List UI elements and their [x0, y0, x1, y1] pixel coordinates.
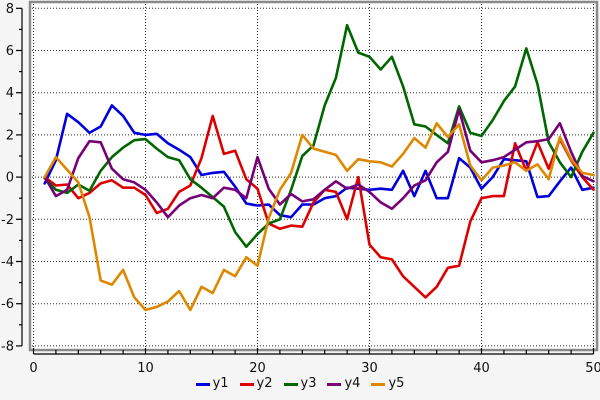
- plot-area: [28, 0, 599, 352]
- legend-swatch-y2: [239, 382, 254, 386]
- series-line-y1: [43, 104, 595, 219]
- legend-item-y1: y1: [195, 376, 229, 391]
- legend-swatch-y4: [327, 382, 342, 386]
- y-tick-label: -4: [1, 255, 14, 270]
- legend-label-y5: y5: [388, 376, 405, 391]
- y-tick-label: 8: [6, 2, 14, 17]
- series-line-y5: [43, 122, 595, 312]
- series-line-y4: [43, 108, 595, 219]
- y-tick-label: -2: [1, 213, 14, 228]
- legend-item-y2: y2: [239, 376, 273, 391]
- legend-swatch-y1: [195, 382, 210, 386]
- y-tick-label: 4: [6, 86, 14, 101]
- legend-swatch-y5: [371, 382, 386, 386]
- x-tick-label: 50: [585, 361, 600, 376]
- legend-label-y3: y3: [300, 376, 317, 391]
- legend-label-y2: y2: [256, 376, 273, 391]
- x-tick-label: 30: [361, 361, 378, 376]
- legend-item-y4: y4: [327, 377, 360, 391]
- legend-label-y1: y1: [212, 376, 229, 391]
- y-tick-label: 6: [6, 44, 14, 59]
- y-tick-label: -8: [1, 339, 14, 354]
- x-tick-label: 40: [473, 361, 490, 376]
- legend-label-y4: y4: [344, 376, 361, 391]
- series-line-y3: [43, 23, 595, 248]
- legend-item-y5: y5: [371, 377, 404, 391]
- chart-legend: y1 y2 y3 y4 y5: [0, 377, 600, 391]
- legend-item-y3: y3: [283, 376, 317, 391]
- x-tick-label: 10: [137, 361, 154, 376]
- y-tick-label: 0: [6, 171, 14, 186]
- y-tick-label: -6: [1, 297, 14, 312]
- x-tick-label: 0: [29, 361, 37, 376]
- legend-swatch-y3: [283, 382, 298, 386]
- x-tick-label: 20: [249, 361, 266, 376]
- y-tick-label: 2: [6, 128, 14, 143]
